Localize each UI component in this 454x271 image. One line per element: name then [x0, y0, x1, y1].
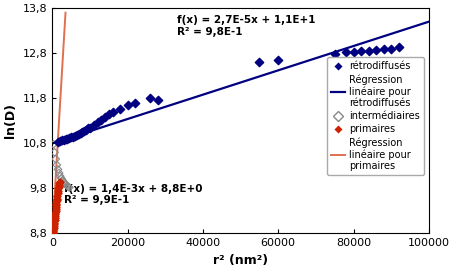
- primaires: [52, 209, 59, 213]
- intermédiaires: [60, 180, 67, 184]
- primaires: [51, 218, 58, 222]
- intermédiaires: [53, 163, 60, 167]
- intermédiaires: [51, 150, 58, 154]
- intermédiaires: [58, 176, 65, 181]
- rétrodiffusés: [395, 45, 402, 50]
- intermédiaires: [54, 167, 62, 172]
- primaires: [54, 194, 61, 198]
- primaires: [53, 203, 60, 208]
- primaires: [53, 198, 60, 202]
- rétrodiffusés: [90, 123, 97, 127]
- primaires: [50, 224, 58, 228]
- rétrodiffusés: [94, 120, 101, 124]
- rétrodiffusés: [147, 96, 154, 101]
- primaires: [53, 200, 60, 204]
- intermédiaires: [66, 185, 73, 190]
- primaires: [52, 211, 59, 215]
- rétrodiffusés: [365, 48, 372, 53]
- rétrodiffusés: [357, 49, 365, 54]
- primaires: [55, 184, 62, 189]
- primaires: [56, 179, 64, 184]
- rétrodiffusés: [350, 50, 357, 54]
- primaires: [49, 229, 57, 233]
- primaires: [51, 216, 59, 220]
- primaires: [53, 196, 60, 201]
- intermédiaires: [61, 181, 69, 186]
- primaires: [54, 188, 62, 193]
- primaires: [49, 231, 56, 235]
- rétrodiffusés: [256, 60, 263, 64]
- rétrodiffusés: [132, 101, 139, 105]
- intermédiaires: [59, 178, 66, 182]
- rétrodiffusés: [56, 138, 64, 143]
- rétrodiffusés: [117, 107, 124, 111]
- primaires: [55, 183, 63, 187]
- rétrodiffusés: [60, 138, 67, 142]
- primaires: [53, 202, 60, 206]
- primaires: [49, 230, 57, 234]
- primaires: [50, 221, 58, 225]
- primaires: [56, 181, 63, 185]
- rétrodiffusés: [81, 129, 88, 133]
- rétrodiffusés: [275, 58, 282, 63]
- intermédiaires: [62, 183, 69, 187]
- intermédiaires: [64, 184, 72, 189]
- rétrodiffusés: [342, 50, 350, 54]
- rétrodiffusés: [66, 136, 73, 141]
- rétrodiffusés: [124, 103, 131, 108]
- rétrodiffusés: [83, 128, 90, 132]
- rétrodiffusés: [331, 52, 338, 56]
- rétrodiffusés: [79, 130, 86, 134]
- primaires: [52, 205, 59, 209]
- primaires: [52, 207, 59, 211]
- primaires: [51, 212, 59, 217]
- intermédiaires: [57, 174, 64, 178]
- rétrodiffusés: [388, 47, 395, 51]
- rétrodiffusés: [86, 125, 94, 130]
- primaires: [50, 225, 57, 230]
- rétrodiffusés: [77, 131, 84, 135]
- intermédiaires: [64, 183, 71, 188]
- primaires: [55, 186, 62, 191]
- primaires: [51, 219, 58, 223]
- rétrodiffusés: [62, 137, 69, 141]
- Y-axis label: ln(D): ln(D): [4, 103, 17, 138]
- rétrodiffusés: [372, 48, 380, 52]
- rétrodiffusés: [105, 112, 113, 117]
- rétrodiffusés: [101, 115, 109, 119]
- Legend: rétrodiffusés, Régression
linéaire pour
rétrodiffusés, intermédiaires, primaires: rétrodiffusés, Régression linéaire pour …: [327, 57, 424, 175]
- rétrodiffusés: [75, 132, 82, 136]
- rétrodiffusés: [73, 133, 80, 137]
- intermédiaires: [50, 142, 57, 146]
- X-axis label: r² (nm²): r² (nm²): [213, 254, 268, 267]
- rétrodiffusés: [154, 98, 161, 102]
- primaires: [50, 227, 57, 231]
- primaires: [49, 230, 56, 235]
- rétrodiffusés: [54, 139, 62, 144]
- intermédiaires: [52, 157, 59, 161]
- primaires: [51, 214, 59, 218]
- rétrodiffusés: [98, 118, 105, 122]
- rétrodiffusés: [380, 47, 387, 51]
- rétrodiffusés: [71, 134, 79, 138]
- Text: f(x) = 1,4E-3x + 8,8E+0
R² = 9,9E-1: f(x) = 1,4E-3x + 8,8E+0 R² = 9,9E-1: [64, 184, 202, 205]
- rétrodiffusés: [69, 134, 77, 139]
- rétrodiffusés: [68, 135, 75, 140]
- rétrodiffusés: [58, 138, 65, 142]
- intermédiaires: [55, 171, 63, 175]
- rétrodiffusés: [64, 137, 71, 141]
- Text: f(x) = 2,7E-5x + 1,1E+1
R² = 9,8E-1: f(x) = 2,7E-5x + 1,1E+1 R² = 9,8E-1: [177, 15, 315, 37]
- primaires: [49, 228, 57, 233]
- primaires: [54, 191, 61, 195]
- rétrodiffusés: [109, 109, 116, 114]
- rétrodiffusés: [84, 126, 92, 131]
- primaires: [50, 222, 58, 227]
